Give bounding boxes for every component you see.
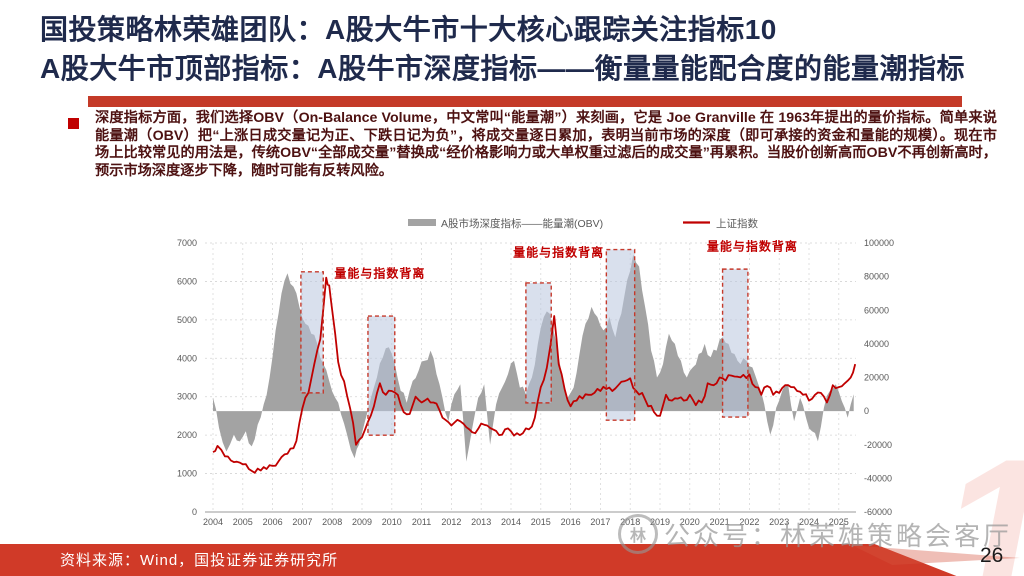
left-axis-tick: 2000 [177,430,197,440]
title-line-2: A股大牛市顶部指标：A股牛市深度指标——衡量量能配合度的能量潮指标 [40,53,965,84]
watermark-logo-icon: 林 [618,514,658,554]
watermark: 林 公众号：林荣雄策略会客厅 [618,514,1012,554]
divergence-label: 量能与指数背离 [513,244,604,259]
right-axis-tick: 40000 [864,339,889,349]
x-axis-tick: 2012 [441,517,461,527]
x-axis-tick: 2025 [829,517,849,527]
right-axis-tick: -60000 [864,507,892,517]
x-axis-tick: 2017 [590,517,610,527]
bullet-marker [68,118,79,129]
right-axis-tick: -20000 [864,440,892,450]
divergence-box-fill [300,271,324,393]
divergence-box-fill [367,316,395,436]
left-axis-tick: 7000 [177,238,197,248]
divergence-box [367,315,396,436]
x-axis-tick: 2021 [710,517,730,527]
left-axis-tick: 4000 [177,353,197,363]
legend-label-index: 上证指数 [716,217,758,230]
x-axis-tick: 2014 [501,517,521,527]
divergence-box-fill [606,249,635,421]
right-axis-tick: -40000 [864,473,892,483]
x-axis-tick: 2015 [531,517,551,527]
divergence-box [605,248,636,421]
divergence-box [721,268,749,418]
x-axis-tick: 2016 [561,517,581,527]
x-axis-tick: 2009 [352,517,372,527]
x-axis-tick: 2007 [292,517,312,527]
title-line-1: 国投策略林荣雄团队：A股大牛市十大核心跟踪关注指标10 [40,14,777,45]
divergence-box [300,271,324,394]
left-axis-tick: 0 [192,507,197,517]
corner-digit-watermark: 1 [938,428,1024,576]
watermark-text: 公众号：林荣雄策略会客厅 [664,520,1013,551]
right-axis-tick: 20000 [864,373,889,383]
x-axis-tick: 2010 [382,517,402,527]
footer-source-text: 资料来源：Wind，国投证券证券研究所 [60,552,339,569]
divergence-box-fill [722,269,748,418]
divergence-label: 量能与指数背离 [334,266,425,281]
right-axis-tick: 80000 [864,272,889,282]
x-axis-tick: 2011 [412,517,431,527]
x-axis-tick: 2004 [203,517,223,527]
index-line-series [212,276,857,474]
divergence-box [525,282,552,404]
x-axis-tick: 2006 [263,517,283,527]
right-axis-tick: 100000 [864,238,894,248]
legend-label-obv: A股市场深度指标——能量潮(OBV) [441,217,603,230]
x-axis-tick: 2020 [680,517,700,527]
divergence-box-fill [525,282,552,403]
x-axis-tick: 2019 [650,517,670,527]
x-axis-tick: 2008 [322,517,342,527]
right-axis-tick: 60000 [864,305,889,315]
legend-swatch-obv [408,219,436,226]
x-axis-tick: 2023 [769,517,789,527]
left-axis-tick: 6000 [177,276,197,286]
divergence-label: 量能与指数背离 [707,239,798,254]
left-axis-tick: 5000 [177,315,197,325]
left-axis-tick: 3000 [177,392,197,402]
right-axis-tick: 0 [864,406,869,416]
left-axis-tick: 1000 [177,469,197,479]
x-axis-tick: 2024 [799,517,819,527]
x-axis-tick: 2013 [471,517,491,527]
x-axis-tick: 2005 [233,517,253,527]
footer-banner [0,544,957,576]
x-axis-tick: 2022 [739,517,759,527]
page-number: 26 [980,544,1004,567]
title-accent-bar [88,96,962,107]
page-title: 国投策略林荣雄团队：A股大牛市十大核心跟踪关注指标10 A股大牛市顶部指标：A股… [40,10,1000,88]
body-paragraph: 深度指标方面，我们选择OBV（On-Balance Volume，中文常叫“能量… [95,110,997,179]
